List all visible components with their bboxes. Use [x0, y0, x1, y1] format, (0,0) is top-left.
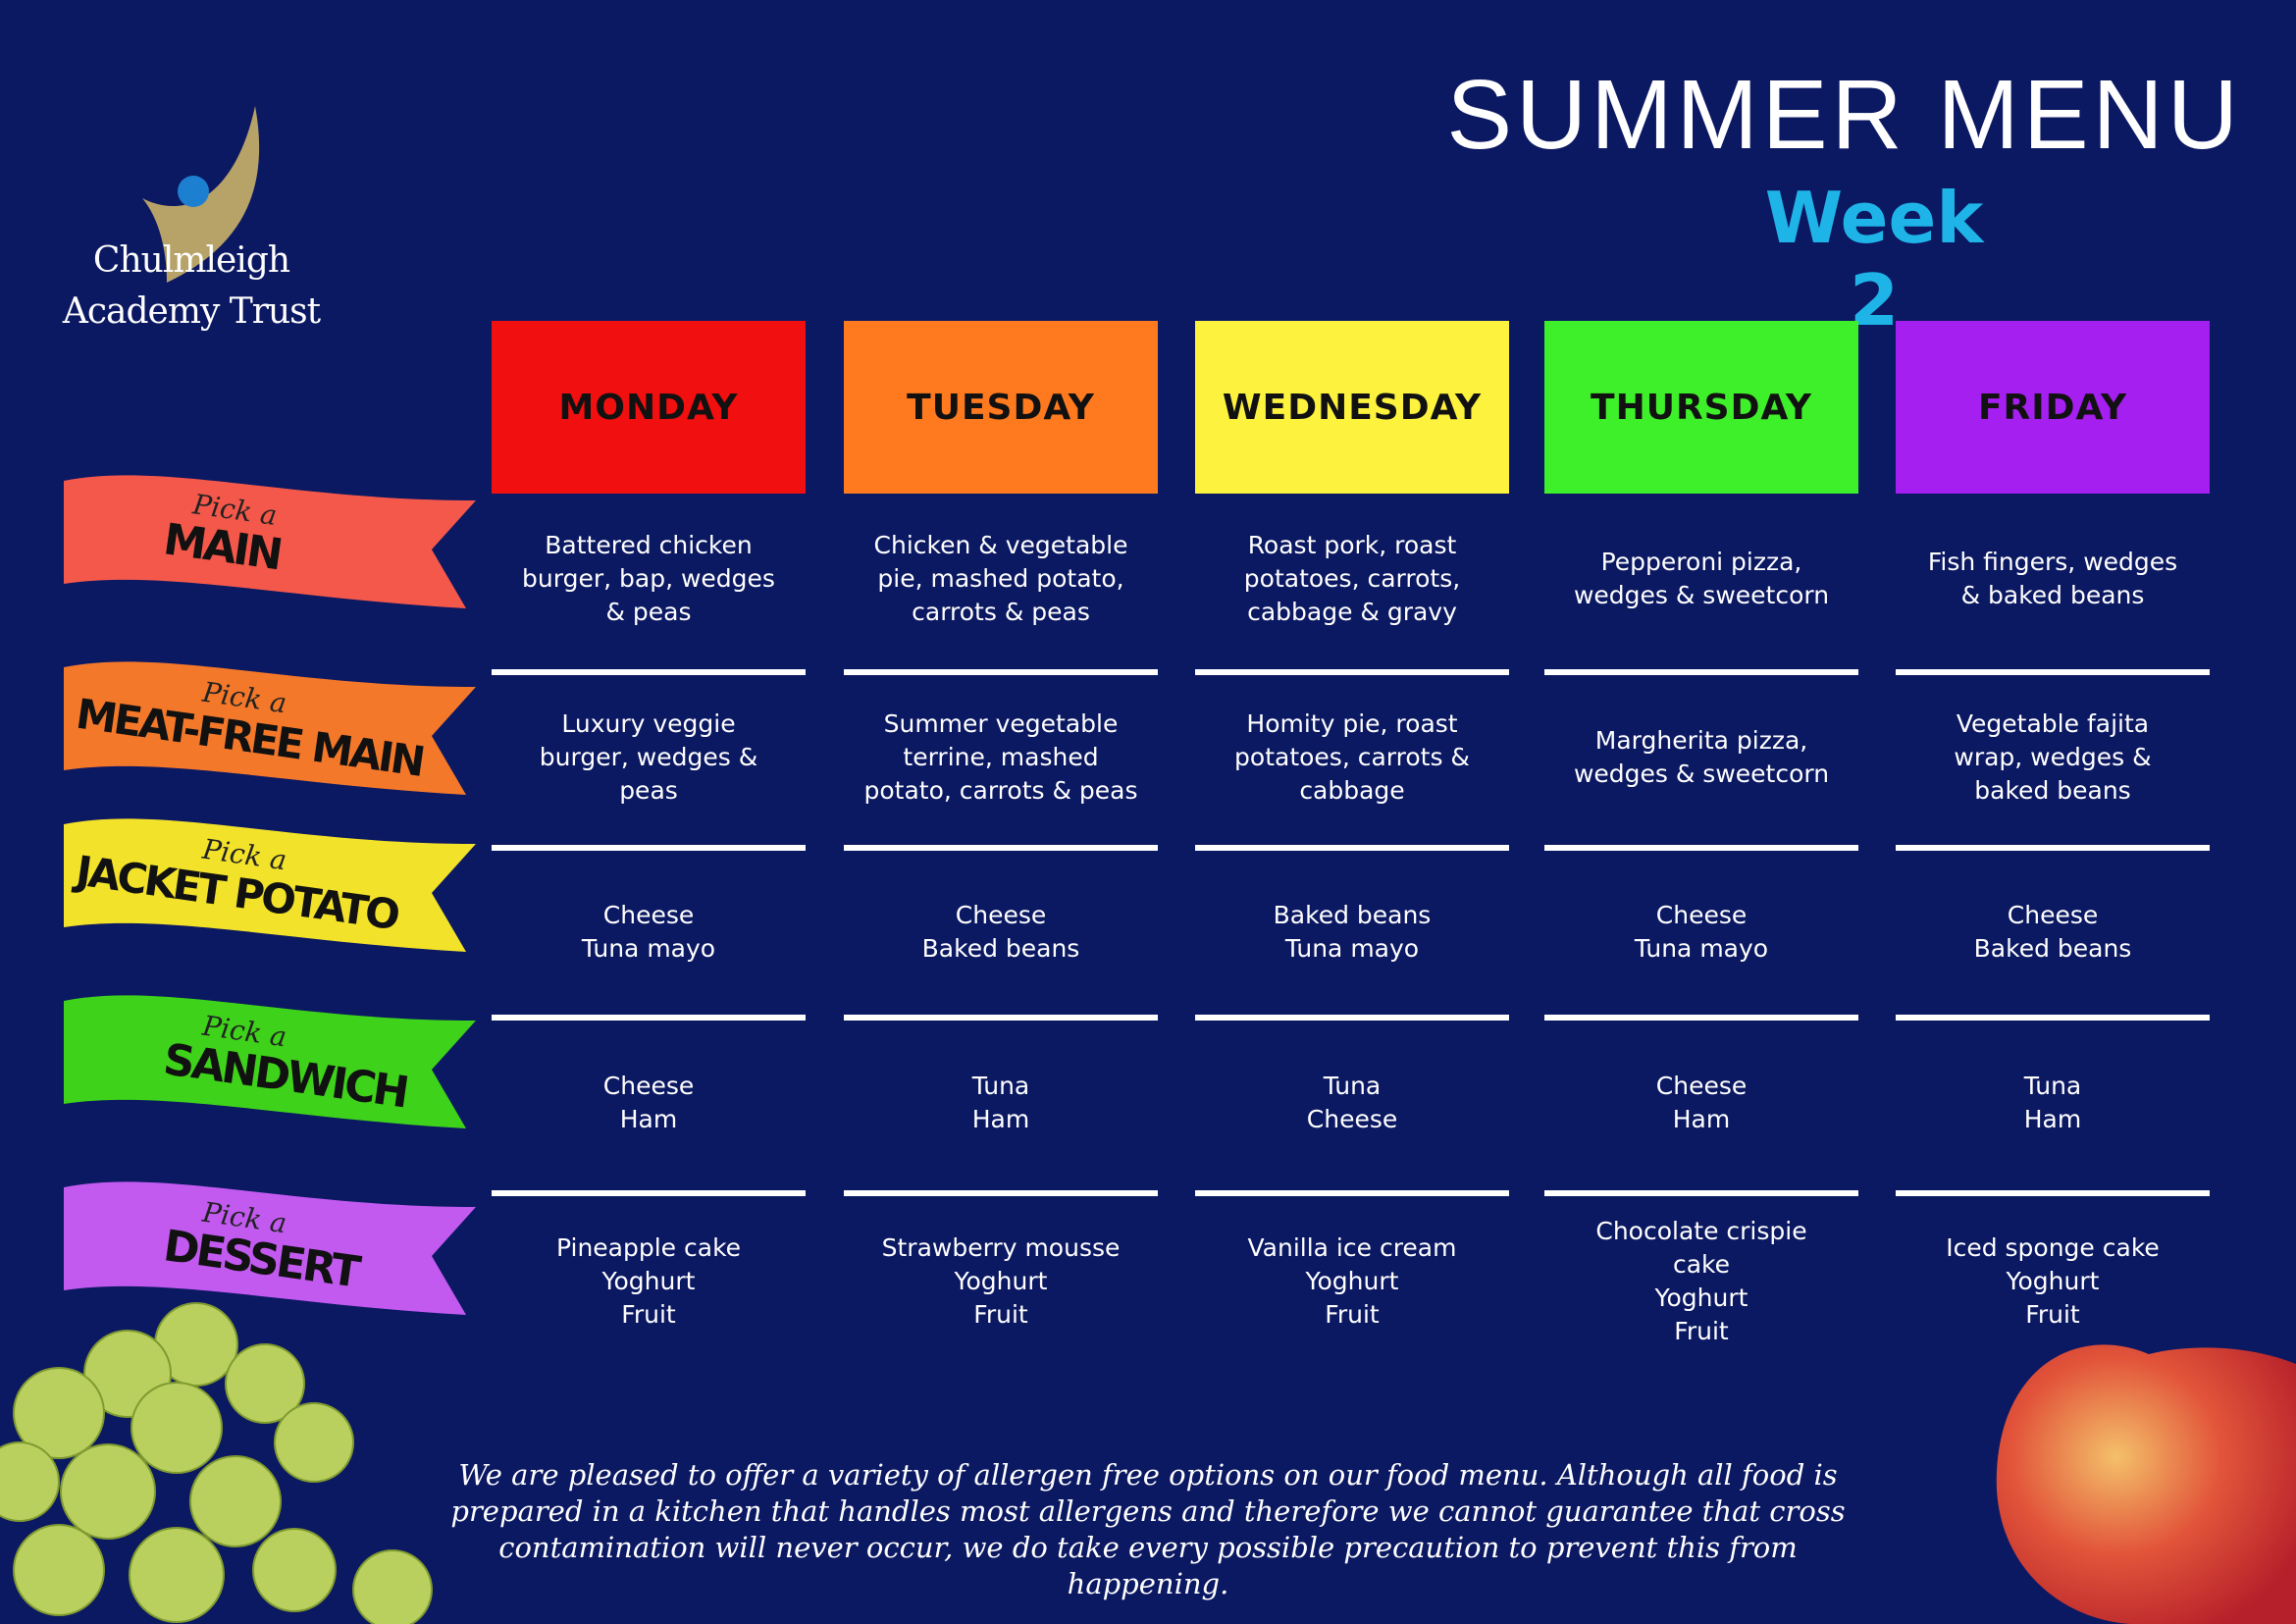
menu-cell: Fish fingers, wedges & baked beans [1927, 548, 2178, 609]
row-divider [1896, 1190, 2210, 1196]
menu-cell: Vegetable fajita wrap, wedges & baked be… [1954, 709, 2152, 805]
row-divider [1544, 1190, 1858, 1196]
row-divider [1896, 669, 2210, 675]
menu-cell: Battered chicken burger, bap, wedges & p… [522, 531, 775, 626]
menu-cell: Cheese Tuna mayo [581, 901, 716, 963]
menu-cell: Pepperoni pizza, wedges & sweetcorn [1573, 548, 1830, 609]
menu-cell: Tuna Cheese [1306, 1072, 1398, 1133]
row-divider [1195, 669, 1509, 675]
menu-cell: Iced sponge cake Yoghurt Fruit [1946, 1233, 2160, 1329]
ribbon-dessert: Pick a DESSERT [64, 1181, 476, 1315]
menu-cell: Tuna Ham [971, 1072, 1030, 1133]
menu-cell: Summer vegetable terrine, mashed potato,… [863, 709, 1138, 805]
row-divider [1544, 845, 1858, 851]
day-header-wednesday: WEDNESDAY [1195, 321, 1509, 494]
menu-cell: Strawberry mousse Yoghurt Fruit [881, 1233, 1121, 1329]
row-divider [1544, 669, 1858, 675]
menu-cell: Tuna Ham [2023, 1072, 2082, 1133]
menu-cell: Cheese Baked beans [921, 901, 1080, 963]
menu-cell: Homity pie, roast potatoes, carrots & ca… [1234, 709, 1470, 805]
menu-cell: Cheese Ham [1655, 1072, 1748, 1133]
row-divider [1195, 1015, 1509, 1021]
row-divider [844, 1190, 1158, 1196]
page-title: SUMMER MENU [1446, 60, 2242, 170]
ribbon-meat-free-main: Pick a MEAT-FREE MAIN [64, 661, 476, 795]
menu-cell: Chocolate crispie cake Yoghurt Fruit [1595, 1217, 1807, 1345]
row-divider [1544, 1015, 1858, 1021]
menu-cell: Margherita pizza, wedges & sweetcorn [1573, 726, 1830, 788]
day-header-monday: MONDAY [492, 321, 806, 494]
day-header-friday: FRIDAY [1896, 321, 2210, 494]
row-divider [844, 669, 1158, 675]
ribbon-sandwich: Pick a SANDWICH [64, 995, 476, 1128]
ribbon-jacket-potato: Pick a JACKET POTATO [64, 818, 476, 952]
apple-image [1996, 1344, 2296, 1624]
row-divider [1896, 845, 2210, 851]
day-header-thursday: THURSDAY [1544, 321, 1858, 494]
academy-logo-icon [142, 106, 260, 283]
menu-cell: Chicken & vegetable pie, mashed potato, … [873, 531, 1128, 626]
week-subtitle: Week 2 [1764, 177, 1984, 341]
row-divider [492, 669, 806, 675]
menu-cell: Cheese Ham [602, 1072, 695, 1133]
row-divider [1195, 1190, 1509, 1196]
row-divider [492, 1190, 806, 1196]
menu-cell: Baked beans Tuna mayo [1273, 901, 1432, 963]
grapes-image [0, 1302, 433, 1624]
logo-name-line1: Chulmleigh [92, 240, 290, 281]
menu-cell: Roast pork, roast potatoes, carrots, cab… [1243, 531, 1461, 626]
row-divider [1195, 845, 1509, 851]
row-divider [844, 845, 1158, 851]
menu-cell: Cheese Tuna mayo [1634, 901, 1769, 963]
menu-cell: Cheese Baked beans [1973, 901, 2132, 963]
ribbon-main: Pick a MAIN [64, 475, 476, 608]
menu-cell: Vanilla ice cream Yoghurt Fruit [1247, 1233, 1457, 1329]
row-divider [492, 1015, 806, 1021]
row-divider [1896, 1015, 2210, 1021]
day-header-tuesday: TUESDAY [844, 321, 1158, 494]
row-divider [492, 845, 806, 851]
allergen-notice: We are pleased to offer a variety of all… [450, 1458, 1846, 1600]
row-divider [844, 1015, 1158, 1021]
menu-cell: Pineapple cake Yoghurt Fruit [555, 1233, 742, 1329]
logo-name-line2: Academy Trust [62, 291, 321, 332]
menu-cell: Luxury veggie burger, wedges & peas [539, 709, 758, 805]
